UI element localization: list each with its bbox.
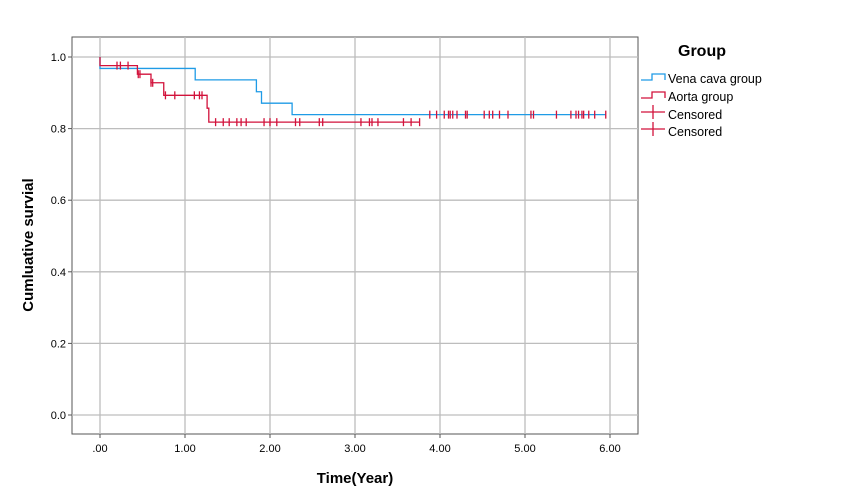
km-curve-aorta (99, 57, 420, 123)
y-tick-label: 0.6 (51, 195, 66, 207)
legend-label: Censored (668, 108, 722, 122)
legend-label: Vena cava group (668, 72, 762, 86)
y-axis-label: Cumluative survial (20, 178, 37, 311)
x-tick-label: 4.00 (429, 443, 450, 455)
x-tick-label: 2.00 (259, 443, 280, 455)
legend-label: Censored (668, 125, 722, 139)
legend-swatch (641, 73, 666, 81)
x-tick-label: .00 (92, 443, 107, 455)
x-tick-label: 6.00 (599, 443, 620, 455)
legend-title: Group (678, 43, 726, 60)
y-tick-label: 1.0 (51, 52, 66, 64)
x-tick-label: 3.00 (344, 443, 365, 455)
x-tick-label: 1.00 (174, 443, 195, 455)
y-tick-label: 0.2 (51, 338, 66, 350)
y-tick-label: 0.0 (51, 410, 66, 422)
x-tick-label: 5.00 (514, 443, 535, 455)
km-curve-vena-cava (99, 57, 606, 116)
y-tick-label: 0.8 (51, 124, 66, 136)
y-tick-label: 0.4 (51, 267, 66, 279)
legend-swatch (641, 91, 666, 99)
legend: Vena cava group Aorta group Censored Censor… (641, 72, 762, 139)
legend-label: Aorta group (668, 90, 733, 104)
x-axis-label: Time(Year) (317, 470, 393, 487)
